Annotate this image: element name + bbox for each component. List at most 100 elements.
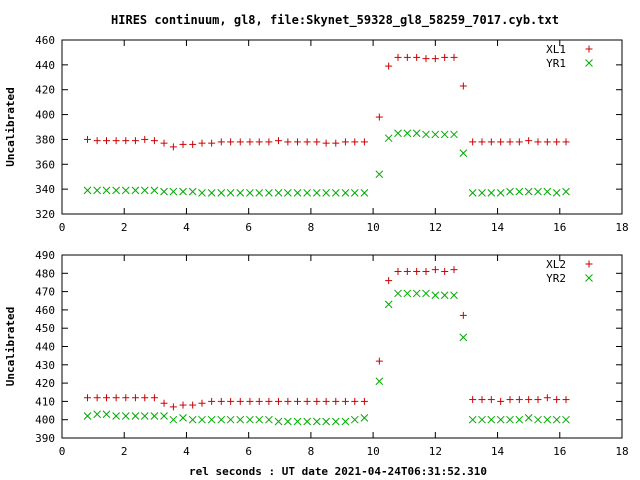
data-point: [188, 415, 197, 424]
marker-stroke: [496, 415, 505, 424]
y-tick-label: 380: [35, 133, 55, 146]
data-point: [83, 186, 92, 195]
data-point: [121, 186, 130, 195]
marker-stroke: [543, 187, 552, 196]
marker-stroke: [284, 189, 292, 197]
marker-stroke: [534, 187, 542, 196]
marker-stroke: [102, 186, 111, 195]
data-point: [227, 138, 235, 146]
data-point: [422, 130, 430, 139]
marker-stroke: [552, 189, 561, 197]
marker-stroke: [93, 186, 102, 195]
marker-stroke: [450, 291, 458, 300]
data-point: [284, 138, 292, 146]
marker-stroke: [350, 189, 359, 197]
marker-stroke: [265, 189, 273, 197]
marker-stroke: [487, 189, 496, 197]
data-point: [478, 189, 486, 197]
data-point: [322, 417, 330, 426]
data-point: [93, 410, 102, 419]
data-point: [217, 138, 225, 146]
data-point: [93, 394, 101, 402]
x-tick-label: 8: [308, 221, 315, 234]
marker-stroke: [198, 189, 206, 197]
data-point: [350, 189, 359, 197]
marker-stroke: [207, 415, 216, 424]
marker-stroke: [150, 186, 159, 195]
data-point: [207, 415, 216, 424]
marker-stroke: [440, 130, 449, 139]
data-point: [179, 140, 187, 148]
data-point: [131, 412, 140, 420]
y-tick-label: 450: [35, 322, 55, 335]
data-point: [294, 138, 302, 146]
data-point: [431, 266, 439, 274]
data-point: [375, 170, 384, 179]
marker-stroke: [524, 414, 533, 422]
data-point: [93, 137, 101, 145]
data-point: [284, 189, 292, 197]
marker-stroke: [312, 189, 321, 197]
marker-stroke: [552, 415, 561, 424]
data-point: [246, 397, 254, 405]
marker-stroke: [83, 186, 92, 195]
marker-stroke: [188, 415, 197, 424]
marker-stroke: [384, 300, 393, 309]
data-point: [265, 415, 273, 424]
data-point: [375, 377, 384, 386]
data-point: [394, 53, 402, 61]
y-tick-label: 410: [35, 395, 55, 408]
data-point: [112, 137, 120, 145]
marker-stroke: [179, 187, 187, 196]
data-point: [506, 415, 514, 424]
data-point: [236, 397, 244, 405]
data-point: [274, 189, 283, 197]
marker-stroke: [121, 412, 130, 420]
data-point: [413, 267, 421, 275]
data-point: [385, 62, 393, 70]
data-point: [131, 394, 139, 402]
data-point: [459, 82, 467, 90]
data-point: [394, 289, 402, 298]
y-tick-label: 480: [35, 267, 55, 280]
marker-stroke: [160, 412, 168, 420]
marker-stroke: [246, 189, 254, 197]
data-point: [403, 129, 412, 138]
y-tick-label: 390: [35, 432, 55, 445]
data-point: [303, 138, 311, 146]
data-point: [497, 397, 505, 405]
data-point: [543, 415, 552, 424]
marker-stroke: [274, 417, 283, 426]
marker-stroke: [121, 186, 130, 195]
data-point: [403, 267, 411, 275]
data-point: [284, 397, 292, 405]
data-point: [160, 412, 168, 420]
data-point: [313, 397, 321, 405]
marker-stroke: [431, 291, 440, 300]
marker-stroke: [394, 129, 402, 138]
marker-stroke: [331, 417, 340, 426]
data-point: [160, 399, 168, 407]
marker-stroke: [412, 289, 421, 298]
y-tick-label: 400: [35, 414, 55, 427]
x-tick-label: 6: [245, 221, 252, 234]
axis-frame: [61, 39, 623, 215]
data-point: [217, 189, 226, 197]
data-point: [179, 187, 187, 196]
data-point: [534, 396, 542, 404]
marker-stroke: [506, 415, 514, 424]
marker-stroke: [303, 189, 312, 197]
data-point: [525, 137, 533, 145]
data-point: [394, 129, 402, 138]
data-point: [506, 187, 514, 196]
x-tick-label: 2: [121, 221, 128, 234]
data-point: [169, 187, 178, 196]
data-point: [293, 189, 302, 197]
data-point: [478, 415, 486, 424]
legend-marker: [585, 59, 593, 67]
legend-marker: [585, 274, 593, 282]
data-point: [255, 189, 264, 197]
data-point: [207, 189, 216, 197]
data-point: [413, 53, 421, 61]
x-tick-label: 12: [429, 221, 442, 234]
